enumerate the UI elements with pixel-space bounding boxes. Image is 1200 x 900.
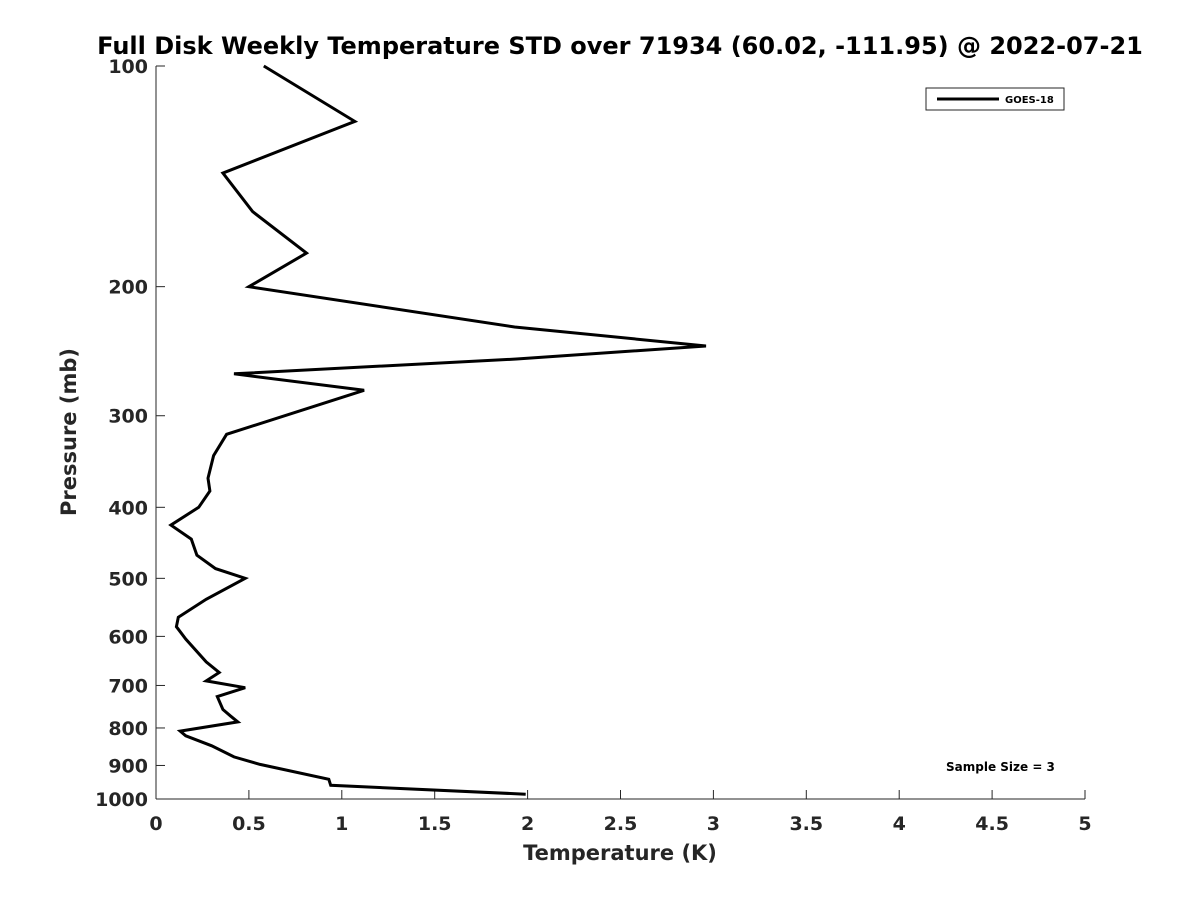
plot-axes [155, 66, 1085, 800]
y-axis-label: Pressure (mb) [57, 348, 81, 516]
y-tick-label: 200 [108, 277, 148, 299]
series-layer [168, 64, 707, 796]
y-tick-label: 700 [108, 675, 148, 697]
y-tick-label: 100 [108, 56, 148, 78]
chart-title: Full Disk Weekly Temperature STD over 71… [97, 32, 1143, 60]
series-line-goes-18 [168, 64, 707, 796]
x-tick-label: 2 [521, 813, 534, 835]
legend: GOES-18 [925, 87, 1065, 111]
x-axis-label: Temperature (K) [523, 841, 717, 865]
y-tick-label: 600 [108, 626, 148, 648]
sample-size-annotation: Sample Size = 3 [946, 760, 1055, 774]
x-axis-ticks: 0 0.5 1 1.5 2 2.5 3 3.5 4 4.5 5 [149, 790, 1092, 835]
x-tick-label: 3.5 [789, 813, 823, 835]
y-tick-label: 900 [108, 755, 148, 777]
x-tick-label: 2.5 [604, 813, 638, 835]
x-tick-label: 0 [149, 813, 162, 835]
x-tick-label: 4.5 [975, 813, 1009, 835]
y-tick-label: 400 [108, 497, 148, 519]
y-tick-label: 500 [108, 568, 148, 590]
y-tick-label: 800 [108, 718, 148, 740]
x-tick-label: 5 [1078, 813, 1091, 835]
x-tick-label: 0.5 [232, 813, 266, 835]
y-tick-label: 300 [108, 406, 148, 428]
y-axis-ticks: 100 200 300 400 500 600 700 800 900 1000 [95, 56, 165, 811]
x-tick-label: 1.5 [418, 813, 452, 835]
legend-label-goes-18: GOES-18 [1005, 95, 1054, 106]
x-tick-label: 4 [893, 813, 906, 835]
y-tick-label: 1000 [95, 789, 148, 811]
x-tick-label: 1 [335, 813, 348, 835]
x-tick-label: 3 [707, 813, 720, 835]
plot-area [156, 66, 1085, 799]
